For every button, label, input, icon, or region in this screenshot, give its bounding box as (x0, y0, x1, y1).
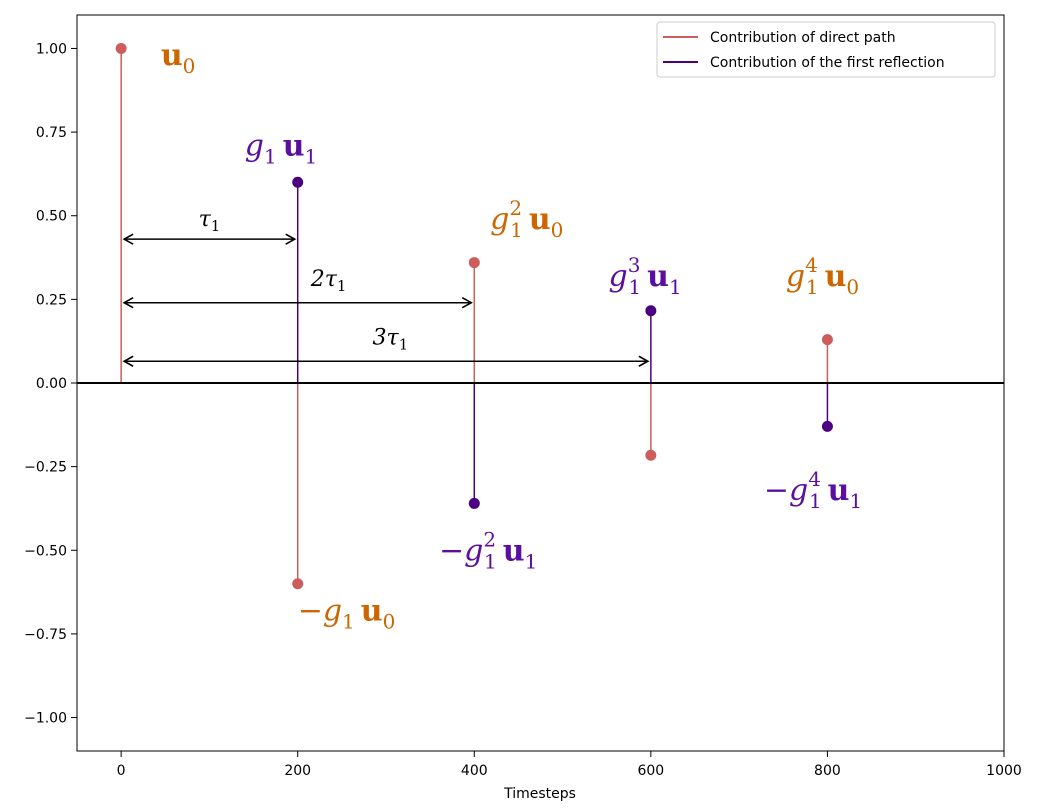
x-tick-label: 400 (461, 763, 488, 779)
y-tick-label: −0.50 (24, 543, 67, 559)
marker-direct (821, 334, 833, 346)
delay-label: τ1 (199, 207, 221, 235)
math-annotation: g2 1 u0 (490, 196, 563, 242)
math-annotation: g4 1 u0 (786, 253, 859, 299)
x-tick-label: 600 (637, 763, 664, 779)
math-annotation: −g1 u0 (298, 594, 396, 634)
y-tick-label: −0.25 (24, 460, 67, 476)
marker-reflection (468, 497, 480, 509)
x-tick-label: 200 (284, 763, 311, 779)
marker-reflection (821, 420, 833, 432)
marker-reflection (292, 176, 304, 188)
marker-direct (645, 449, 657, 461)
delay-label: 3τ1 (373, 326, 409, 354)
marker-direct (115, 42, 127, 54)
marker-reflection (645, 305, 657, 317)
axes-layer: 0 200 400 600 800 1000 1.00 0.75 0.50 0.25 0.00 −0.… (24, 14, 1022, 779)
legend-box (656, 21, 996, 78)
y-tick-label: 0.25 (36, 292, 67, 308)
legend-label-direct: Contribution of direct path (710, 30, 896, 46)
legend-label-reflection: Contribution of the first reflection (710, 55, 945, 71)
y-tick-label: 0.00 (36, 376, 67, 392)
marker-direct (292, 578, 304, 590)
y-tick-label: −0.75 (24, 627, 67, 643)
math-annotation: −g4 1 u1 (764, 467, 862, 513)
arrows-layer: τ1 2τ1 3τ1 (122, 207, 650, 367)
y-tick-label: 1.00 (36, 41, 67, 57)
x-tick-label: 0 (117, 763, 126, 779)
stems-layer (77, 42, 1004, 590)
math-annotation: g1 u1 (245, 129, 318, 169)
y-tick-label: 0.75 (36, 125, 67, 141)
y-tick-label: −1.00 (24, 711, 67, 727)
marker-direct (468, 257, 480, 269)
x-tick-label: 800 (814, 763, 841, 779)
math-annotation: u0 (161, 38, 196, 78)
y-tick-label: 0.50 (36, 209, 67, 225)
x-tick-label: 1000 (986, 763, 1022, 779)
legend: Contribution of direct path Contribution… (656, 21, 996, 78)
math-annotation: −g2 1 u1 (439, 527, 537, 573)
math-annotation: g3 1 u1 (608, 253, 681, 299)
x-axis-title: Timesteps (503, 786, 576, 802)
annotations-layer: u0 g1 u1 g2 1 u0 g3 1 u1 g4 1 u0 −g4 1 u1 −g2 1 u1 −… (161, 38, 862, 633)
delay-label: 2τ1 (310, 267, 347, 295)
